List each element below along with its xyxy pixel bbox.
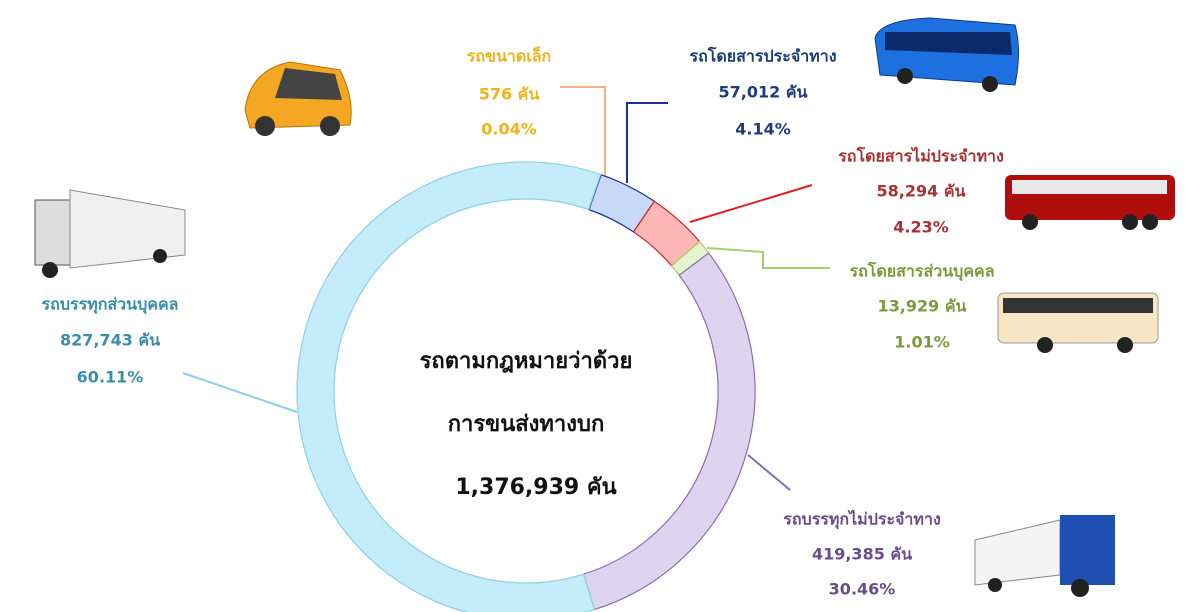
value-label: 13,929 คัน xyxy=(878,297,967,316)
percent-label: 4.23% xyxy=(893,218,949,237)
leader-line xyxy=(689,184,813,223)
percent-label: 30.46% xyxy=(829,580,896,599)
leader-line xyxy=(747,454,791,491)
center-title: การขนส่งทางบก xyxy=(448,412,605,437)
value-label: 576 คัน xyxy=(479,85,540,104)
vehicle-icons xyxy=(34,17,1175,597)
center-title: รถตามกฎหมายว่าด้วย xyxy=(420,349,633,374)
leader-line xyxy=(560,86,606,180)
leader-line xyxy=(182,372,298,413)
percent-label: 1.01% xyxy=(894,333,950,352)
percent-label: 60.11% xyxy=(77,368,144,387)
category-label: รถบรรทุกส่วนบุคคล xyxy=(42,295,179,315)
category-label: รถขนาดเล็ก xyxy=(467,45,552,66)
category-label: รถโดยสารประจำทาง xyxy=(689,46,836,66)
bus-icon xyxy=(874,17,1019,92)
percent-label: 4.14% xyxy=(735,120,791,139)
category-label: รถโดยสารส่วนบุคคล xyxy=(849,261,994,282)
blue-truck-icon xyxy=(974,515,1115,597)
value-label: 827,743 คัน xyxy=(60,331,160,350)
leader-line xyxy=(706,247,830,269)
coach-icon xyxy=(997,292,1159,353)
van-icon xyxy=(244,61,352,136)
donut-segment xyxy=(296,161,602,612)
center-total: 1,376,939 คัน xyxy=(455,475,616,500)
value-label: 419,385 คัน xyxy=(812,545,912,564)
percent-label: 0.04% xyxy=(481,120,537,139)
value-label: 57,012 คัน xyxy=(719,83,808,102)
category-label: รถบรรทุกไม่ประจำทาง xyxy=(783,510,941,530)
donut-segment xyxy=(582,252,756,611)
leader-line xyxy=(626,102,668,183)
value-label: 58,294 คัน xyxy=(877,182,966,201)
truck-icon xyxy=(34,189,186,278)
red-bus-icon xyxy=(1005,175,1175,230)
category-label: รถโดยสารไม่ประจำทาง xyxy=(838,146,1004,166)
